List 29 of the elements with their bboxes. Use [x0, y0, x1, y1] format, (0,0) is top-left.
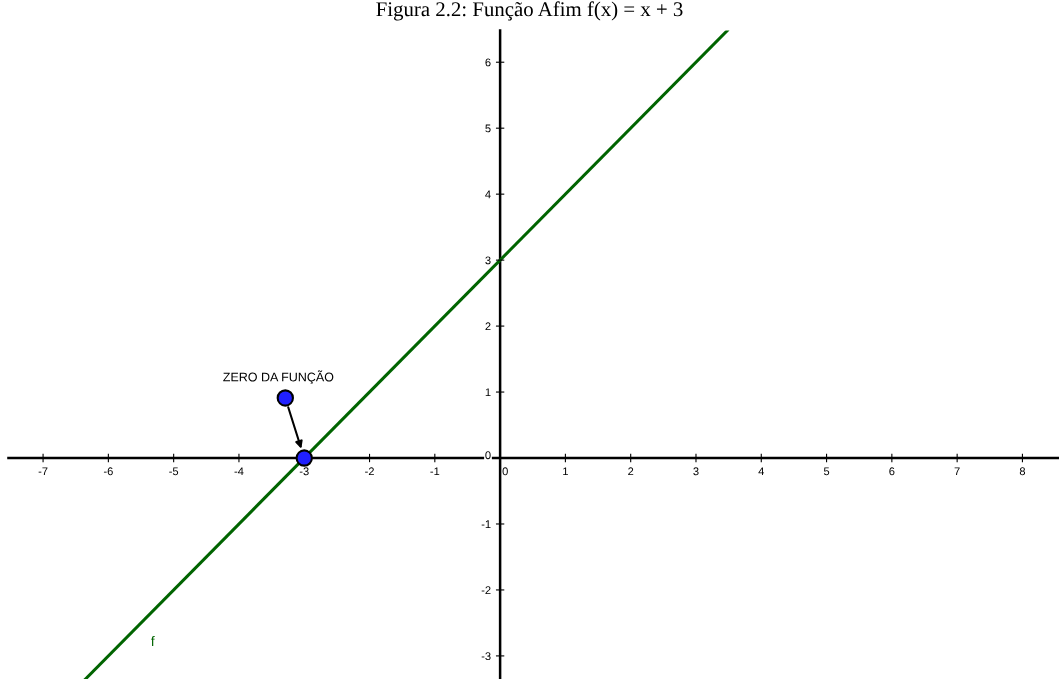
x-tick-label: 5	[823, 467, 830, 476]
x-tick-label: -2	[365, 467, 374, 476]
x-tick-label: -1	[430, 467, 440, 476]
x-tick-label: 3	[693, 467, 699, 476]
y-tick-label: 2	[485, 322, 491, 331]
y-tick-label: 1	[485, 388, 491, 397]
x-tick-label: -4	[234, 467, 244, 476]
x-tick-label: -7	[38, 467, 48, 476]
x-tick-label: 0	[502, 467, 508, 476]
x-tick-label: 1	[563, 467, 568, 476]
y-tick-label: 4	[485, 190, 491, 199]
series-label: f	[151, 635, 155, 647]
y-tick-label: 3	[485, 256, 491, 265]
y-tick-label: -2	[481, 586, 491, 594]
x-tick-label: -3	[299, 467, 309, 476]
y-tick-label: -1	[481, 520, 491, 529]
y-tick-label: 6	[485, 58, 491, 67]
x-tick-label: 7	[954, 467, 960, 476]
y-tick-label: 5	[485, 124, 491, 133]
x-tick-label: -6	[103, 467, 113, 476]
y-tick-label: -3	[481, 652, 491, 661]
x-tick-label: -5	[169, 467, 179, 476]
x-tick-label: 6	[889, 467, 895, 476]
x-tick-label: 4	[758, 467, 765, 476]
annotation: ZERO DA FUNÇÃO	[223, 370, 334, 384]
y-tick-label: 0	[485, 451, 491, 460]
x-tick-label: 2	[628, 467, 634, 476]
chart-title: Figura 2.2: Função Afim f(x) = x + 3	[376, 1, 683, 21]
x-tick-label: 8	[1019, 467, 1026, 476]
